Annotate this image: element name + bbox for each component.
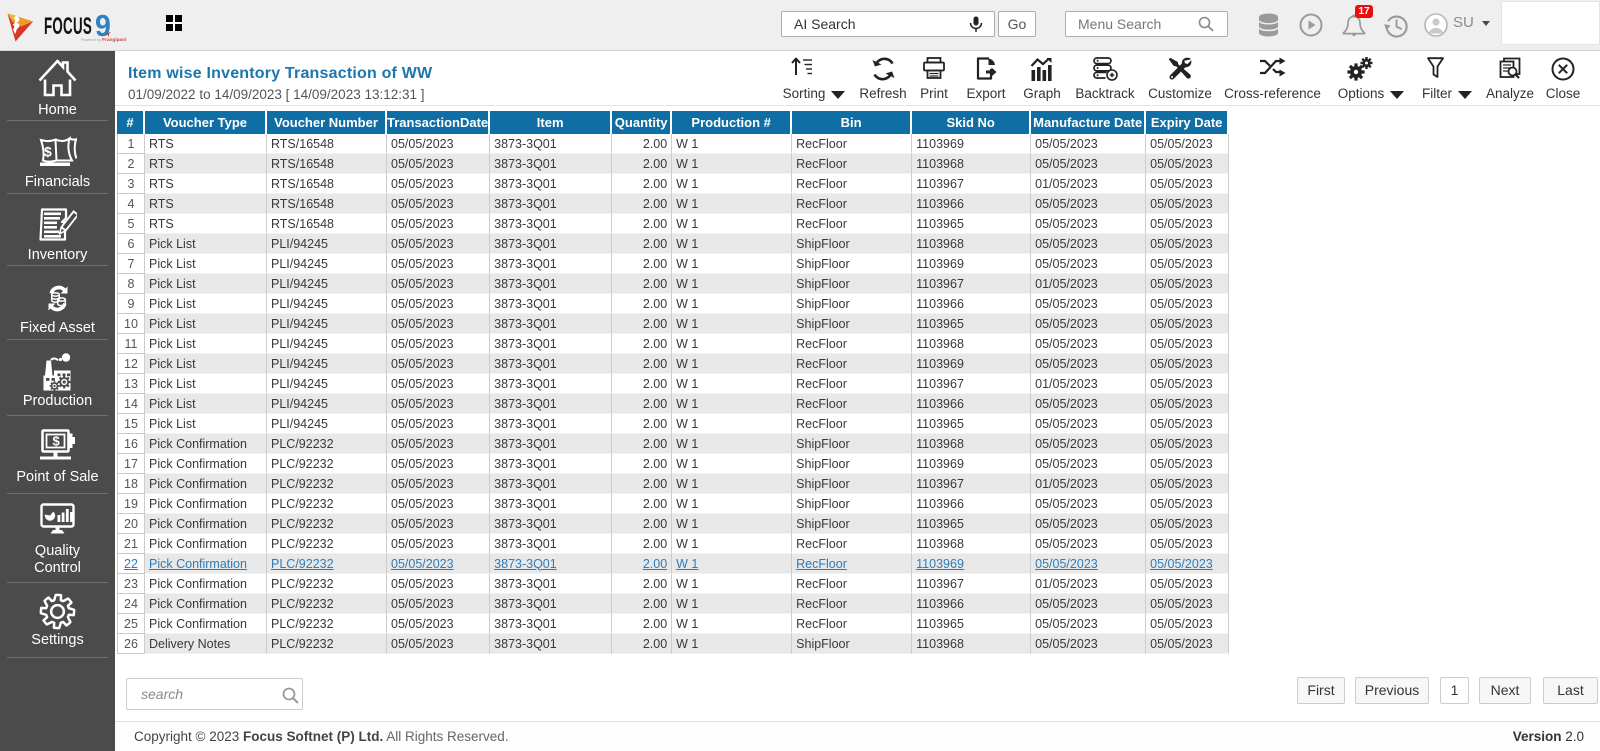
svg-text:$: $	[53, 434, 61, 449]
svg-text:$: $	[44, 144, 52, 160]
